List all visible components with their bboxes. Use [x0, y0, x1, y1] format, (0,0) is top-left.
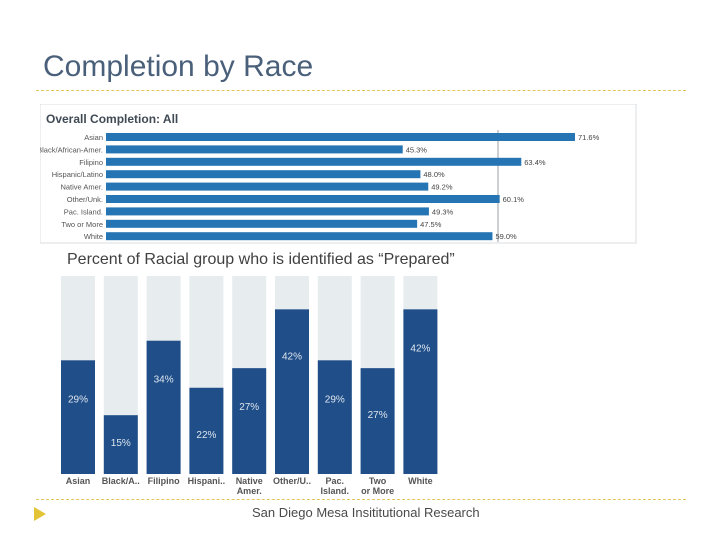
category-label: Hispanic/Latino: [52, 170, 103, 179]
category-label: Pac.: [326, 476, 345, 486]
prepared-chart: 29% Asian 15% Black/A.. 34% Filipino 22% Hispan…: [61, 276, 438, 496]
bar: [106, 157, 522, 166]
value-label: 42%: [410, 343, 430, 354]
bar: [106, 195, 500, 203]
overall-completion-chart: Overall Completion: All Asian 71.6% Black/…: [40, 104, 637, 244]
category-label: Asian: [66, 476, 91, 486]
value-label: 63.4%: [524, 158, 546, 167]
value-label: 49.3%: [432, 207, 454, 216]
category-label: Asian: [84, 133, 103, 142]
column-bar: [232, 368, 267, 474]
chart-title: Overall Completion: All: [46, 112, 178, 126]
value-label: 27%: [368, 410, 388, 421]
category-label: Black/African-Amer.: [40, 145, 103, 154]
bullet-arrow-icon: [34, 507, 46, 521]
column-bar: [189, 387, 224, 474]
value-label: 60.1%: [503, 195, 525, 204]
value-label: 49.2%: [431, 183, 453, 192]
bar: [106, 232, 493, 241]
bar: [106, 133, 575, 141]
bar: [106, 207, 429, 216]
category-label: Other/U..: [273, 476, 311, 486]
category-label: Pac. Island.: [64, 207, 103, 216]
category-label: Native Amer.: [60, 183, 103, 192]
value-label: 47.5%: [420, 220, 442, 229]
value-label: 27%: [239, 402, 259, 413]
value-label: 15%: [111, 438, 131, 449]
footer-text: San Diego Mesa Insititutional Research: [252, 505, 480, 520]
value-label: 22%: [196, 430, 216, 441]
bar: [106, 219, 418, 228]
value-label: 59.0%: [495, 232, 517, 241]
value-label: 48.0%: [423, 170, 445, 179]
category-label: Two or More: [61, 220, 103, 229]
bar: [106, 145, 403, 154]
category-label: Filipino: [148, 476, 180, 486]
category-label: or More: [361, 486, 394, 496]
value-label: 34%: [154, 375, 174, 386]
value-label: 71.6%: [578, 133, 600, 142]
slide-title: Completion by Race: [43, 50, 314, 83]
value-label: 29%: [325, 394, 345, 405]
category-label: Black/A..: [102, 476, 140, 486]
category-label: Filipino: [79, 158, 103, 167]
category-label: Native: [236, 476, 263, 486]
column-bar: [275, 309, 309, 474]
top-divider: [36, 90, 686, 91]
value-label: 42%: [282, 351, 302, 362]
column-bar: [360, 368, 395, 474]
category-label: White: [84, 232, 103, 241]
category-label: Amer.: [237, 486, 262, 496]
column-bar: [61, 360, 95, 474]
column-bar: [317, 360, 352, 474]
category-label: White: [408, 476, 433, 486]
category-label: Island.: [321, 486, 350, 496]
column-bar: [146, 340, 181, 474]
bar: [106, 182, 429, 191]
column-bar: [103, 415, 138, 474]
bar: [106, 170, 421, 179]
category-label: Other/Unk.: [67, 195, 103, 204]
column-bar: [403, 309, 438, 474]
bottom-divider: [36, 499, 686, 500]
value-label: 29%: [68, 394, 88, 405]
value-label: 45.3%: [406, 145, 428, 154]
category-label: Two: [369, 476, 387, 486]
category-label: Hispani..: [188, 476, 226, 486]
prepared-caption: Percent of Racial group who is identifie…: [67, 251, 455, 268]
